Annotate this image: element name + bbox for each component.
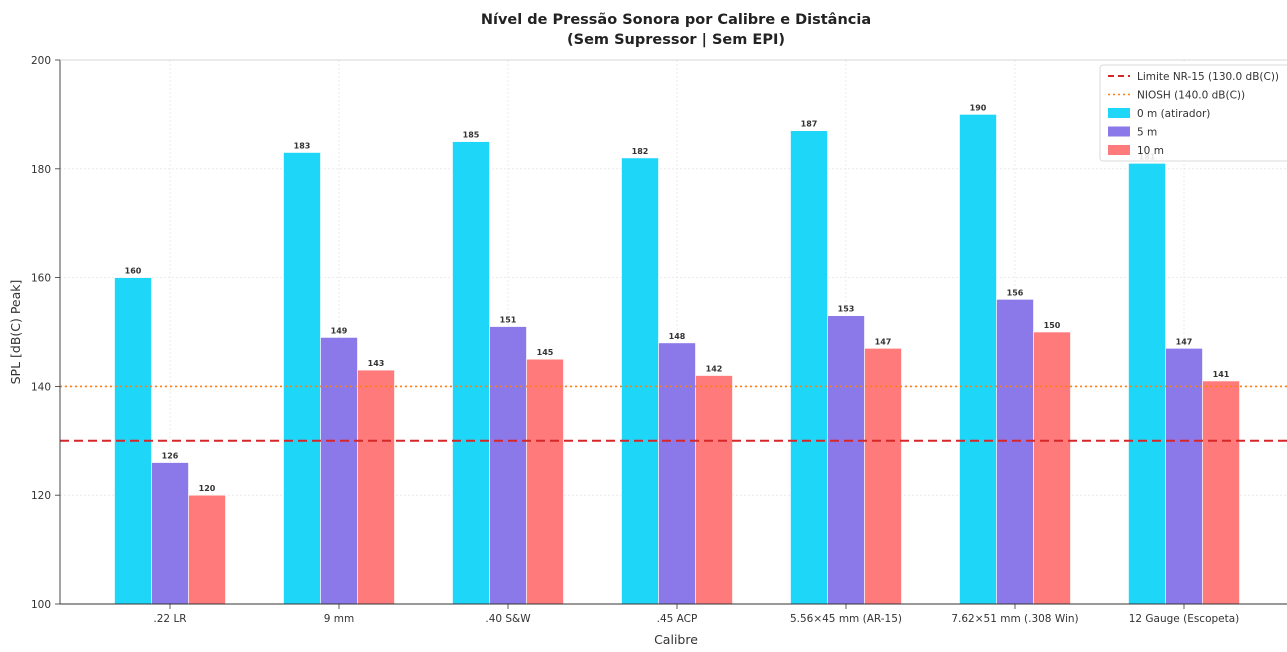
bar-value-label: 149 xyxy=(331,326,348,335)
bar-value-label: 156 xyxy=(1007,288,1024,297)
bar-value-label: 150 xyxy=(1044,321,1061,330)
y-tick-label: 180 xyxy=(31,164,51,176)
bar xyxy=(621,157,659,605)
plot-area: 1001201401601802001601831851821871901811… xyxy=(31,55,1287,625)
bar-value-label: 141 xyxy=(1213,370,1230,379)
bar-value-label: 126 xyxy=(162,452,179,461)
legend-color-swatch xyxy=(1108,108,1130,118)
bar-value-label: 148 xyxy=(669,332,686,341)
bar xyxy=(188,494,226,605)
bar-value-label: 187 xyxy=(801,120,818,129)
y-tick-label: 160 xyxy=(31,273,51,285)
legend-label: 0 m (atirador) xyxy=(1137,108,1210,120)
y-tick-label: 120 xyxy=(31,490,51,502)
series-2: 120 143 145 142 147 150 141 xyxy=(188,321,1240,605)
legend-label: Limite NR-15 (130.0 dB(C)) xyxy=(1137,71,1279,83)
y-axis-label: SPL [dB(C) Peak] xyxy=(8,280,23,385)
x-tick-label: 7.62×51 mm (.308 Win) xyxy=(951,613,1078,625)
bar-value-label: 182 xyxy=(632,147,649,156)
x-tick-label: 5.56×45 mm (AR-15) xyxy=(790,613,902,625)
bar xyxy=(489,326,527,605)
x-tick-label: .22 LR xyxy=(153,613,186,625)
bar-value-label: 183 xyxy=(294,141,311,150)
bar-value-label: 120 xyxy=(199,484,216,493)
legend-label: NIOSH (140.0 dB(C)) xyxy=(1137,90,1245,102)
x-tick-label: 9 mm xyxy=(324,613,354,625)
bar-value-label: 145 xyxy=(537,348,554,357)
bar-value-label: 153 xyxy=(838,305,855,314)
series-1: 126 149 151 148 153 156 147 xyxy=(151,288,1203,605)
bar-value-label: 147 xyxy=(875,337,892,346)
bar-value-label: 190 xyxy=(970,103,987,112)
bar xyxy=(283,152,321,605)
x-tick-label: .40 S&W xyxy=(485,613,531,625)
bar-value-label: 160 xyxy=(125,267,142,276)
bar xyxy=(320,337,358,605)
legend-color-swatch xyxy=(1108,145,1130,155)
bar xyxy=(526,358,564,605)
legend-box xyxy=(1099,64,1287,162)
bar xyxy=(151,462,189,605)
x-tick-label: 12 Gauge (Escopeta) xyxy=(1129,613,1240,625)
bar-value-label: 185 xyxy=(463,131,480,140)
bar xyxy=(1128,163,1166,605)
bar xyxy=(1202,380,1240,605)
bar xyxy=(452,141,490,605)
bar xyxy=(996,299,1034,605)
bar xyxy=(1165,348,1203,605)
bar-value-label: 151 xyxy=(500,316,517,325)
x-tick-label: .45 ACP xyxy=(657,613,698,625)
y-tick-label: 100 xyxy=(31,599,51,611)
bar-value-label: 147 xyxy=(1176,337,1193,346)
bar xyxy=(357,369,395,605)
y-tick-label: 140 xyxy=(31,381,51,393)
bar xyxy=(827,315,865,605)
bar xyxy=(1033,331,1071,605)
legend-color-swatch xyxy=(1108,126,1130,137)
legend-label: 5 m xyxy=(1137,127,1157,139)
bar-value-label: 142 xyxy=(706,365,723,374)
bar xyxy=(695,375,733,605)
bar xyxy=(959,114,997,605)
bar-value-label: 143 xyxy=(368,359,385,368)
bar xyxy=(790,130,828,605)
chart-title-line1: Nível de Pressão Sonora por Calibre e Di… xyxy=(481,12,871,28)
legend-label: 10 m xyxy=(1137,145,1164,157)
legend: Limite NR-15 (130.0 dB(C)) NIOSH (140.0 d… xyxy=(1099,64,1287,162)
chart-title-line2: (Sem Supressor | Sem EPI) xyxy=(567,32,785,48)
x-axis-label: Calibre xyxy=(654,632,698,647)
bar xyxy=(658,342,696,605)
y-tick-label: 200 xyxy=(31,55,51,67)
